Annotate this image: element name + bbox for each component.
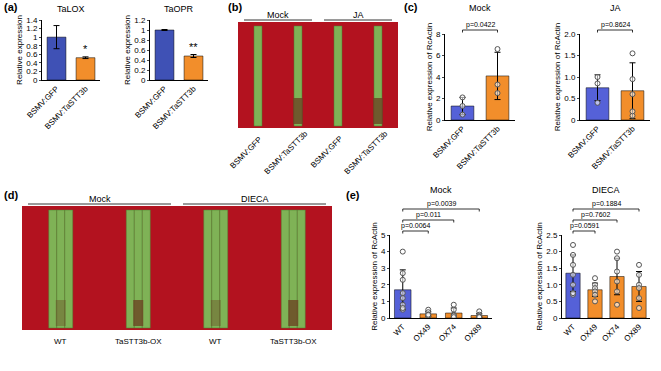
svg-text:TaSTT3b-OX: TaSTT3b-OX	[270, 337, 317, 346]
svg-text:JA: JA	[610, 3, 621, 13]
svg-text:0.8: 0.8	[26, 42, 38, 51]
svg-text:Mock: Mock	[267, 10, 289, 20]
svg-text:4: 4	[381, 247, 386, 256]
svg-text:(c): (c)	[404, 1, 418, 13]
svg-text:p=0.0591: p=0.0591	[570, 222, 599, 230]
svg-text:Mock: Mock	[469, 3, 491, 13]
svg-text:BSMV:GFP: BSMV:GFP	[25, 84, 60, 119]
svg-text:p=0.7602: p=0.7602	[581, 211, 610, 219]
svg-text:1.2: 1.2	[26, 24, 38, 33]
svg-text:p=0.0064: p=0.0064	[401, 222, 430, 230]
svg-text:(e): (e)	[346, 189, 360, 201]
svg-text:TaOPR: TaOPR	[164, 4, 194, 14]
svg-text:BSMV:TaSTT3b: BSMV:TaSTT3b	[151, 84, 198, 131]
svg-text:0.6: 0.6	[26, 50, 38, 59]
svg-text:BSMV:TaSTT3b: BSMV:TaSTT3b	[590, 124, 637, 171]
svg-text:5: 5	[381, 231, 386, 240]
svg-text:1: 1	[141, 26, 146, 35]
svg-text:0: 0	[381, 314, 386, 323]
svg-text:6: 6	[436, 51, 441, 60]
svg-text:p=0.0422: p=0.0422	[466, 21, 495, 29]
svg-text:(a): (a)	[4, 1, 18, 13]
svg-text:Mock: Mock	[430, 185, 452, 195]
svg-text:TaSTT3b-OX: TaSTT3b-OX	[115, 337, 162, 346]
svg-text:TaLOX: TaLOX	[57, 4, 85, 14]
svg-text:OX89: OX89	[622, 322, 643, 343]
svg-text:4: 4	[436, 73, 441, 82]
svg-text:0: 0	[436, 116, 441, 125]
svg-text:p=0.011: p=0.011	[416, 211, 441, 219]
svg-text:BSMV:TaSTT3b: BSMV:TaSTT3b	[455, 124, 502, 171]
svg-text:*: *	[83, 43, 88, 55]
svg-text:WT: WT	[562, 322, 577, 337]
svg-text:0.4: 0.4	[26, 59, 38, 68]
svg-text:BSMV:GFP: BSMV:GFP	[431, 124, 466, 159]
svg-text:DIECA: DIECA	[592, 185, 620, 195]
svg-text:Relative expression: Relative expression	[123, 15, 132, 85]
svg-text:0.5: 0.5	[564, 94, 576, 103]
svg-text:1.2: 1.2	[134, 16, 146, 25]
svg-text:1: 1	[381, 297, 386, 306]
svg-text:0: 0	[141, 76, 146, 85]
svg-text:0.8: 0.8	[134, 36, 146, 45]
svg-text:2: 2	[381, 281, 386, 290]
svg-text:OX89: OX89	[463, 322, 484, 343]
svg-text:BSMV:GFP: BSMV:GFP	[133, 84, 168, 119]
svg-text:0.6: 0.6	[134, 46, 146, 55]
svg-text:WT: WT	[209, 337, 222, 346]
svg-text:p=0.8624: p=0.8624	[601, 21, 630, 29]
svg-text:Mock: Mock	[89, 194, 111, 204]
svg-text:1.4: 1.4	[26, 16, 38, 25]
svg-text:0: 0	[33, 76, 38, 85]
svg-text:BSMV:GFP: BSMV:GFP	[566, 124, 601, 159]
svg-text:2.0: 2.0	[546, 247, 558, 256]
svg-text:Relative expression of RcActin: Relative expression of RcActin	[425, 23, 434, 132]
svg-text:1.0: 1.0	[546, 281, 558, 290]
svg-text:2: 2	[436, 94, 441, 103]
svg-text:BSMV:GFP: BSMV:GFP	[309, 134, 344, 169]
svg-text:JA: JA	[353, 10, 364, 20]
svg-text:1.5: 1.5	[564, 51, 576, 60]
svg-text:OX74: OX74	[600, 322, 621, 343]
svg-text:0.2: 0.2	[134, 66, 146, 75]
svg-text:BSMV:TaSTT3b: BSMV:TaSTT3b	[43, 84, 90, 131]
svg-text:8: 8	[436, 30, 441, 39]
svg-text:0.5: 0.5	[546, 297, 558, 306]
svg-text:0: 0	[553, 314, 558, 323]
svg-text:Relative expression of RcActin: Relative expression of RcActin	[535, 222, 544, 331]
svg-text:OX49: OX49	[412, 322, 433, 343]
svg-text:p=0.0039: p=0.0039	[427, 200, 456, 208]
svg-text:(d): (d)	[4, 189, 18, 201]
svg-text:p=0.1884: p=0.1884	[592, 200, 621, 208]
svg-text:BSMV:GFP: BSMV:GFP	[228, 135, 263, 170]
svg-text:1.0: 1.0	[564, 73, 576, 82]
svg-text:3: 3	[381, 264, 386, 273]
svg-text:(b): (b)	[228, 1, 242, 13]
svg-text:DIECA: DIECA	[241, 194, 269, 204]
svg-text:BSMV:TaSTT3b: BSMV:TaSTT3b	[343, 129, 390, 176]
svg-text:BSMV:TaSTT3b: BSMV:TaSTT3b	[263, 129, 310, 176]
svg-text:1.5: 1.5	[546, 264, 558, 273]
svg-text:**: **	[189, 41, 198, 53]
svg-text:0.2: 0.2	[26, 67, 38, 76]
svg-text:WT: WT	[54, 337, 67, 346]
svg-text:OX49: OX49	[578, 322, 599, 343]
svg-text:OX74: OX74	[437, 322, 458, 343]
svg-text:0.4: 0.4	[134, 56, 146, 65]
svg-text:2.0: 2.0	[564, 30, 576, 39]
svg-text:0: 0	[571, 116, 576, 125]
svg-text:Relative expression of RcActin: Relative expression of RcActin	[553, 23, 562, 132]
svg-text:2.5: 2.5	[546, 231, 558, 240]
svg-text:1: 1	[33, 33, 38, 42]
svg-text:Relative expression: Relative expression	[15, 15, 24, 85]
svg-text:WT: WT	[392, 322, 407, 337]
svg-text:Relative expression of RcActin: Relative expression of RcActin	[370, 222, 379, 331]
